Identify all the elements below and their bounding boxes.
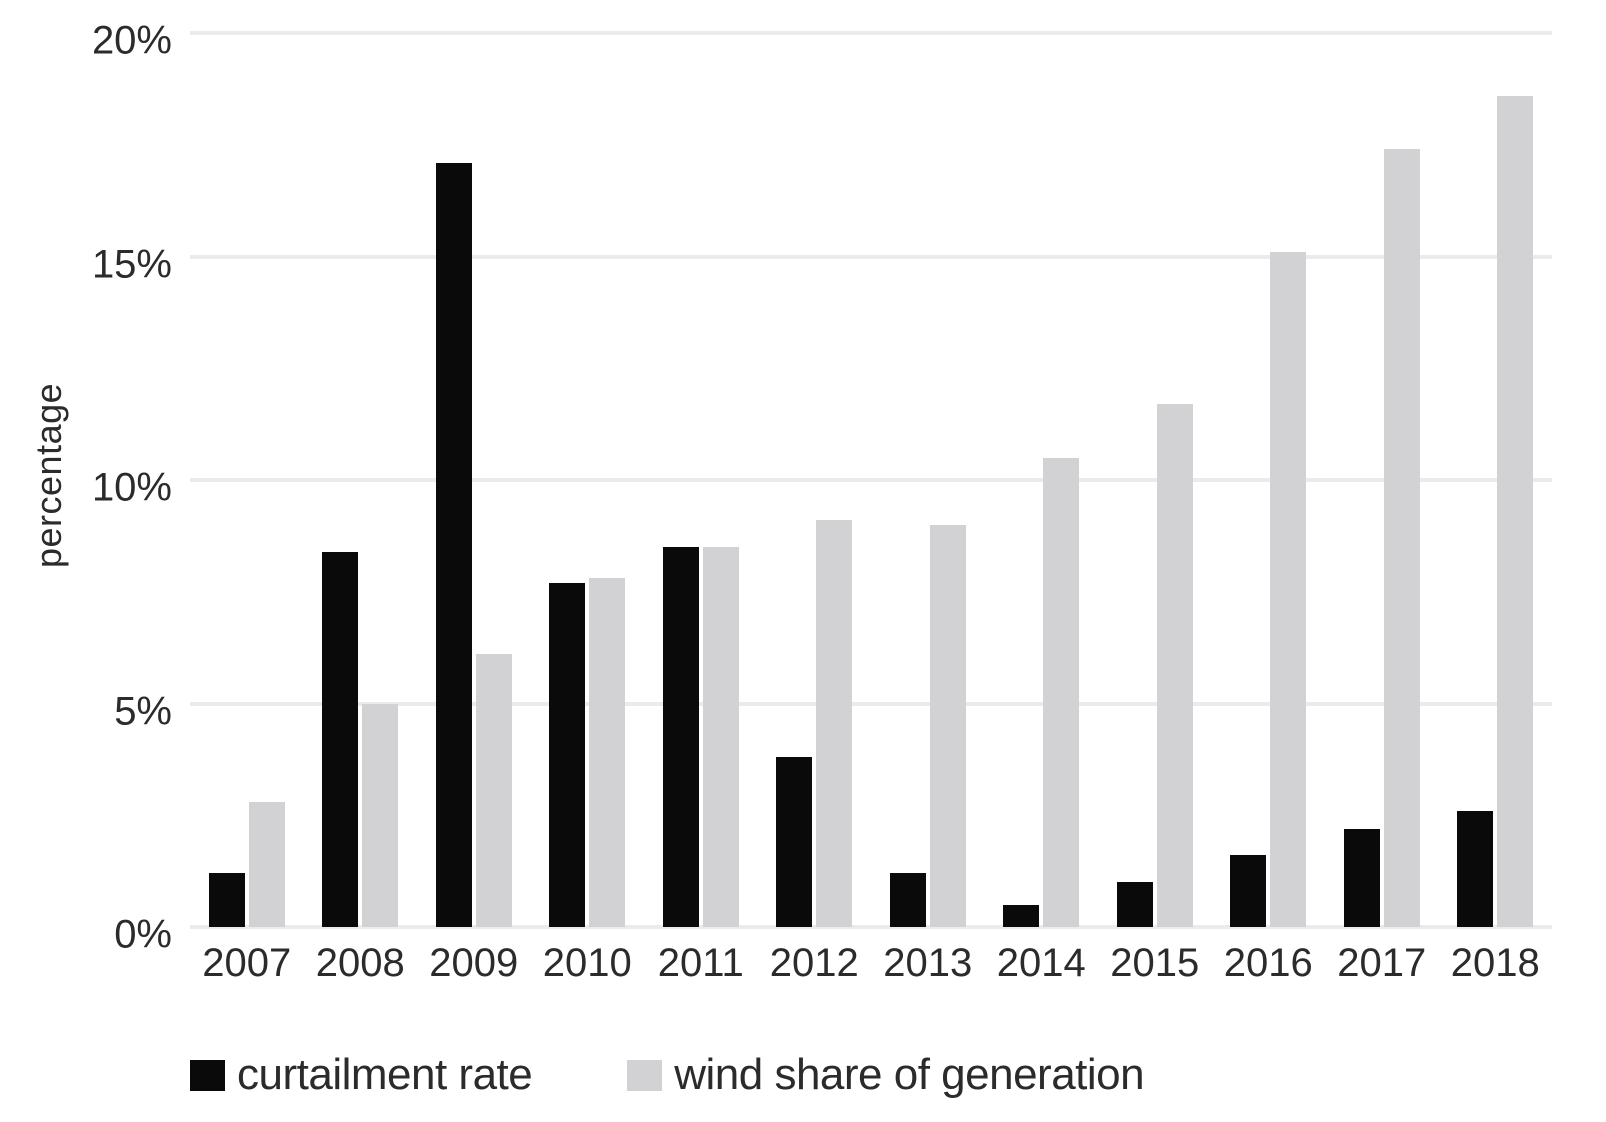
x-tick-label-2010: 2010 [542,941,632,985]
x-tick-label-2013: 2013 [883,941,973,985]
x-tick-label-2018: 2018 [1450,941,1540,985]
curtailment-rate-bar-2008 [322,551,359,927]
bar-group-2017 [1325,33,1439,927]
gridline-20% [190,31,1552,35]
bar-group-2014 [985,33,1099,927]
curtailment-rate-bar-2018 [1457,810,1494,927]
bar-group-2010 [531,33,645,927]
bar-group-2013 [871,33,985,927]
gridline-5% [190,701,1552,706]
curtailment-rate-bar-2014 [1003,904,1040,927]
bar-group-2015 [1098,33,1212,927]
curtailment-rate-bar-2016 [1230,855,1267,927]
wind-share-of-generation-bar-2016 [1270,252,1307,927]
curtailment-rate-bar-2007 [208,873,245,927]
x-tick-label-2016: 2016 [1223,941,1313,985]
wind-share-of-generation-bar-2011 [702,547,739,927]
wind-share-of-generation-bar-2009 [475,654,512,927]
gridline-10% [190,478,1552,482]
x-tick-label-2015: 2015 [1110,941,1200,985]
x-tick-label-2011: 2011 [657,941,744,985]
bar-group-2011 [644,33,758,927]
x-axis-tick-labels: 2007 2008 2009 2010 2011 2012 2013 2014 2015 2016… [190,941,1552,986]
bar-group-2008 [304,33,418,927]
legend-label: wind share of generation [674,1050,1145,1099]
wind-share-of-generation-bar-2012 [816,520,853,927]
legend-item-wind-share-of-generation: wind share of generation [627,1050,1145,1100]
curtailment-rate-bar-2009 [435,162,472,927]
legend-label: curtailment rate [237,1050,533,1099]
y-tick-label-5%: 5% [114,689,172,733]
wind-share-of-generation-bar-2017 [1383,149,1420,927]
bar-group-2016 [1212,33,1326,927]
x-tick-label-2014: 2014 [996,941,1086,985]
bar-group-2012 [758,33,872,927]
y-tick-label-10%: 10% [91,465,172,510]
curtailment-rate-bar-2015 [1116,882,1153,927]
plot-area [190,31,1552,929]
bar-group-2009 [417,33,531,927]
legend-swatch-curtailment-rate [190,1059,225,1091]
curtailment-rate-bar-2013 [889,873,926,927]
x-tick-label-2017: 2017 [1337,941,1427,985]
gridline-0% [190,925,1552,929]
y-tick-label-0%: 0% [114,912,172,957]
curtailment-rate-bar-2010 [549,582,586,927]
bar-group-2007 [190,33,304,927]
wind-share-of-generation-bar-2008 [362,703,399,927]
wind-share-of-generation-bar-2015 [1156,404,1193,927]
bar-groups [190,33,1552,927]
curtailment-rate-bar-2011 [662,547,699,927]
curtailment-rate-bar-2017 [1343,828,1380,927]
wind-share-of-generation-bar-2010 [589,578,626,927]
x-tick-label-2009: 2009 [429,941,519,985]
y-tick-label-15%: 15% [91,242,172,286]
wind-share-of-generation-bar-2007 [248,801,285,927]
wind-share-of-generation-bar-2014 [1043,457,1080,927]
x-tick-label-2008: 2008 [315,941,405,985]
wind-share-of-generation-bar-2013 [929,524,966,927]
legend-item-curtailment-rate: curtailment rate [190,1050,533,1100]
gridline-15% [190,254,1552,259]
legend-swatch-wind-share-of-generation [627,1059,663,1091]
bar-group-2018 [1439,33,1553,927]
y-tick-label-20%: 20% [91,18,172,63]
curtailment-rate-bar-2012 [776,757,813,927]
x-tick-label-2007: 2007 [202,941,292,985]
legend: curtailment rate wind share of generation [190,1050,1145,1100]
x-tick-label-2012: 2012 [769,941,859,985]
wind-share-of-generation-bar-2018 [1497,95,1534,927]
